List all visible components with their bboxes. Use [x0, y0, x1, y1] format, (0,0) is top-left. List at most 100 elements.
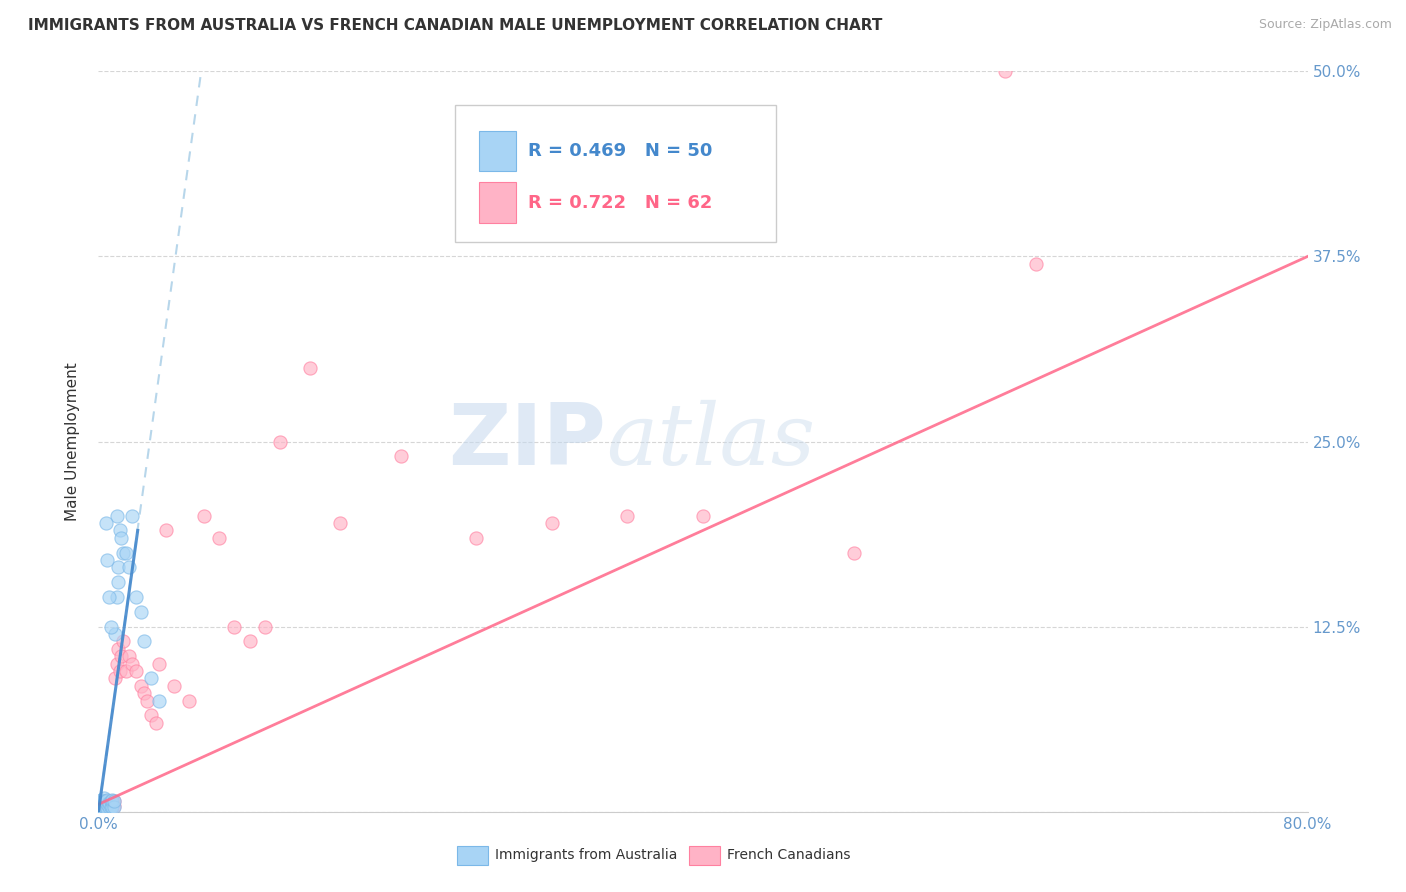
- Point: [94, 802, 117, 816]
- Point: [179, 694, 201, 708]
- Point: [98, 800, 121, 814]
- Point: [93, 791, 115, 805]
- Text: IMMIGRANTS FROM AUSTRALIA VS FRENCH CANADIAN MALE UNEMPLOYMENT CORRELATION CHART: IMMIGRANTS FROM AUSTRALIA VS FRENCH CANA…: [28, 18, 883, 33]
- Point: [89, 798, 111, 813]
- Point: [98, 800, 121, 814]
- Point: [105, 657, 128, 671]
- Point: [129, 679, 152, 693]
- Point: [1024, 257, 1046, 271]
- Text: atlas: atlas: [606, 401, 815, 483]
- Point: [132, 634, 155, 648]
- Point: [91, 803, 114, 817]
- Point: [96, 797, 118, 812]
- Point: [465, 531, 488, 545]
- Text: Source: ZipAtlas.com: Source: ZipAtlas.com: [1258, 18, 1392, 31]
- FancyBboxPatch shape: [456, 104, 776, 242]
- Point: [114, 664, 136, 678]
- Point: [101, 798, 124, 813]
- Point: [91, 796, 114, 810]
- Point: [104, 672, 127, 686]
- Point: [132, 686, 155, 700]
- Point: [994, 64, 1017, 78]
- Point: [121, 657, 143, 671]
- Point: [96, 800, 118, 814]
- Point: [104, 627, 127, 641]
- Point: [107, 641, 129, 656]
- Point: [135, 694, 157, 708]
- Point: [208, 531, 231, 545]
- Point: [89, 803, 111, 817]
- Point: [193, 508, 215, 523]
- Point: [163, 679, 186, 693]
- Point: [91, 802, 114, 816]
- Point: [91, 794, 114, 808]
- Point: [93, 802, 115, 816]
- Text: French Canadians: French Canadians: [727, 848, 851, 863]
- Point: [94, 516, 117, 530]
- Point: [98, 590, 121, 604]
- Text: R = 0.469   N = 50: R = 0.469 N = 50: [527, 142, 711, 160]
- Point: [141, 672, 163, 686]
- Point: [129, 605, 152, 619]
- Point: [105, 508, 128, 523]
- Point: [299, 360, 322, 375]
- Point: [100, 800, 122, 814]
- Point: [94, 802, 117, 816]
- Point: [91, 798, 114, 813]
- Point: [389, 450, 412, 464]
- Bar: [479, 182, 516, 223]
- Point: [90, 793, 112, 807]
- Point: [107, 560, 129, 574]
- Point: [145, 715, 167, 730]
- Point: [100, 794, 122, 808]
- Point: [540, 516, 562, 530]
- Text: ZIP: ZIP: [449, 400, 606, 483]
- Point: [93, 798, 115, 813]
- Point: [94, 794, 117, 808]
- Point: [118, 560, 141, 574]
- Point: [90, 803, 112, 817]
- Point: [105, 590, 128, 604]
- Point: [91, 802, 114, 816]
- Point: [89, 803, 111, 817]
- Point: [110, 531, 132, 545]
- Point: [125, 664, 148, 678]
- Point: [100, 619, 122, 633]
- Point: [103, 794, 125, 808]
- Point: [114, 546, 136, 560]
- Point: [844, 546, 866, 560]
- Point: [94, 798, 117, 813]
- Point: [96, 553, 118, 567]
- Point: [141, 708, 163, 723]
- Point: [89, 800, 111, 814]
- Point: [111, 546, 134, 560]
- Point: [100, 800, 122, 814]
- Point: [108, 524, 131, 538]
- Point: [94, 798, 117, 813]
- Point: [224, 619, 246, 633]
- Point: [103, 800, 125, 814]
- Point: [90, 800, 112, 814]
- Point: [107, 575, 129, 590]
- Point: [101, 794, 124, 808]
- Point: [96, 802, 118, 816]
- Point: [93, 797, 115, 812]
- Point: [101, 800, 124, 814]
- Point: [90, 803, 112, 817]
- Point: [93, 802, 115, 816]
- Point: [692, 508, 714, 523]
- Point: [103, 794, 125, 808]
- Point: [111, 634, 134, 648]
- Point: [100, 796, 122, 810]
- Point: [103, 798, 125, 813]
- Point: [148, 657, 170, 671]
- Point: [98, 796, 121, 810]
- Point: [110, 649, 132, 664]
- Point: [239, 634, 262, 648]
- Text: R = 0.722   N = 62: R = 0.722 N = 62: [527, 194, 711, 211]
- Point: [90, 802, 112, 816]
- Point: [155, 524, 177, 538]
- Point: [89, 798, 111, 813]
- Point: [96, 797, 118, 812]
- Point: [148, 694, 170, 708]
